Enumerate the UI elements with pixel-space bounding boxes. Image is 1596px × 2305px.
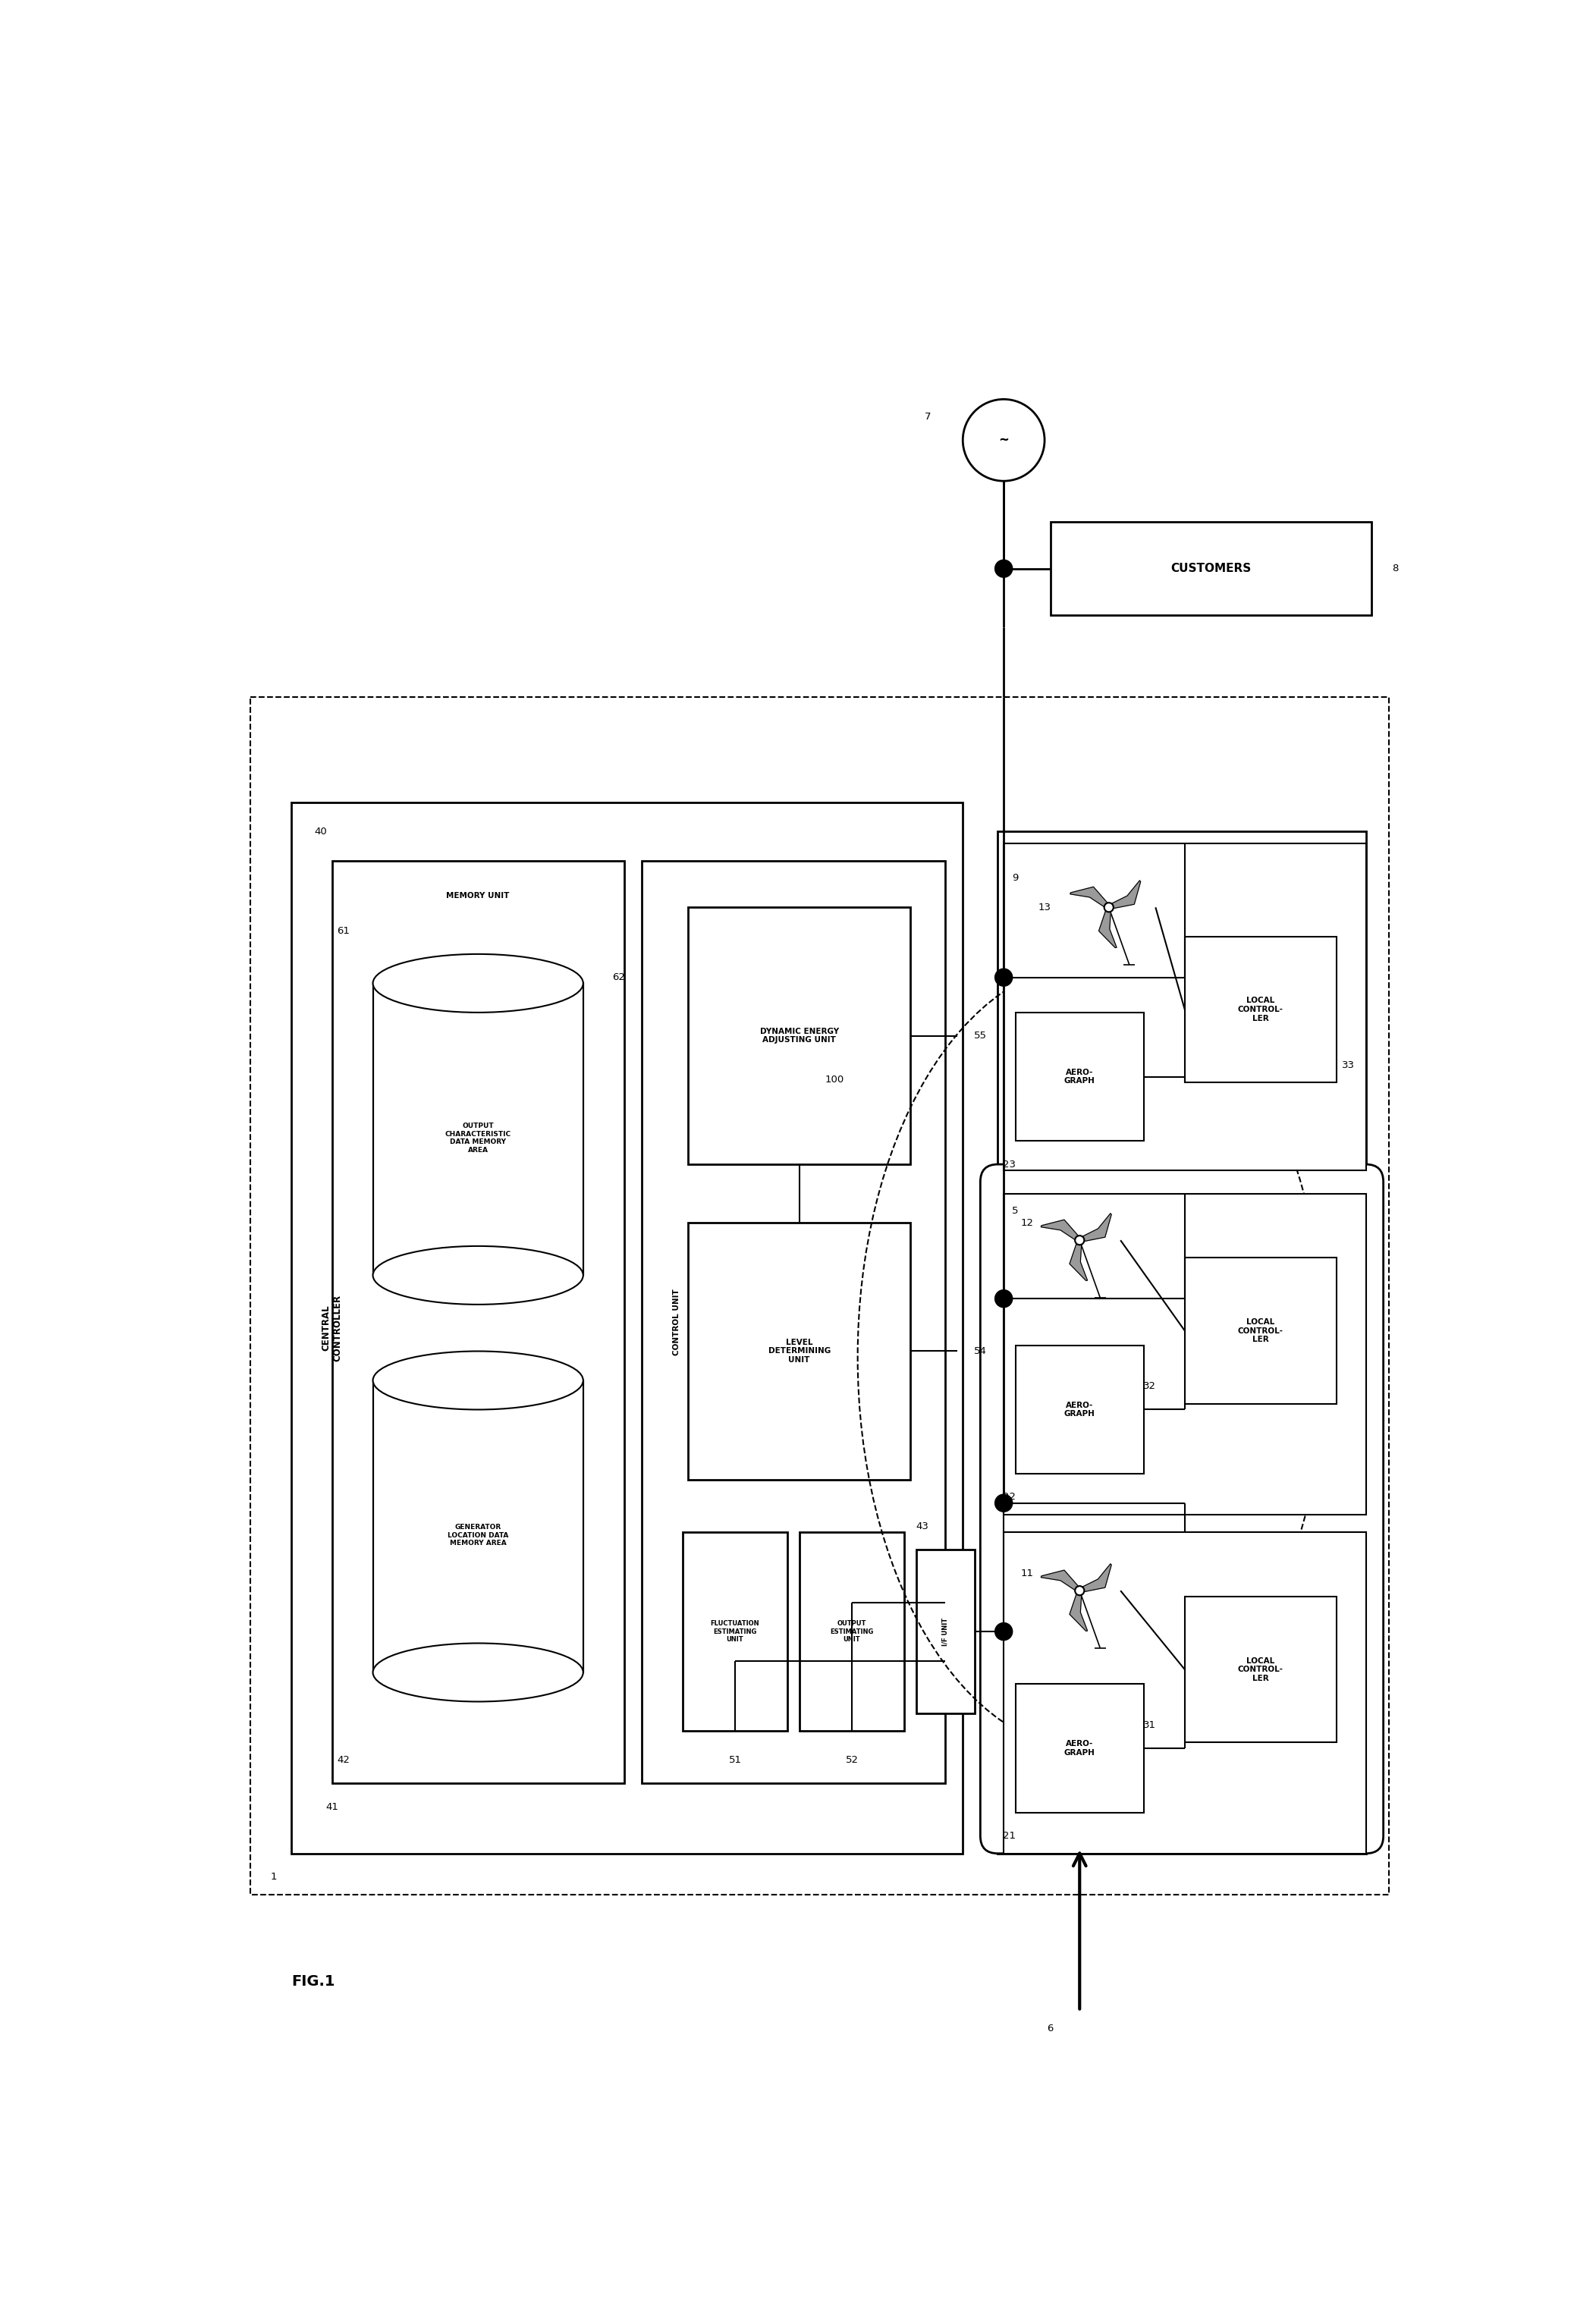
Text: 52: 52: [846, 1754, 859, 1766]
Polygon shape: [1079, 1212, 1111, 1242]
FancyBboxPatch shape: [1015, 1012, 1144, 1141]
Text: LOCAL
CONTROL-
LER: LOCAL CONTROL- LER: [1238, 1318, 1283, 1344]
FancyBboxPatch shape: [998, 832, 1366, 1853]
Text: LEVEL
DETERMINING
UNIT: LEVEL DETERMINING UNIT: [768, 1339, 830, 1365]
FancyBboxPatch shape: [800, 1533, 905, 1731]
FancyBboxPatch shape: [251, 696, 1389, 1895]
Ellipse shape: [373, 1351, 583, 1411]
FancyBboxPatch shape: [642, 860, 945, 1784]
FancyBboxPatch shape: [1004, 1533, 1366, 1853]
Polygon shape: [1069, 1590, 1087, 1632]
Text: 7: 7: [924, 413, 930, 422]
Text: I/F UNIT: I/F UNIT: [942, 1618, 948, 1646]
FancyBboxPatch shape: [1184, 936, 1336, 1083]
Text: DYNAMIC ENERGY
ADJUSTING UNIT: DYNAMIC ENERGY ADJUSTING UNIT: [760, 1028, 839, 1044]
FancyBboxPatch shape: [1015, 1346, 1144, 1473]
Circle shape: [1074, 1586, 1085, 1595]
Ellipse shape: [373, 1643, 583, 1701]
Circle shape: [1106, 904, 1112, 910]
Text: 12: 12: [1020, 1217, 1034, 1229]
Text: FLUCTUATION
ESTIMATING
UNIT: FLUCTUATION ESTIMATING UNIT: [710, 1620, 760, 1643]
Text: 54: 54: [974, 1346, 986, 1355]
FancyBboxPatch shape: [1004, 1194, 1366, 1514]
Text: OUTPUT
ESTIMATING
UNIT: OUTPUT ESTIMATING UNIT: [830, 1620, 873, 1643]
Text: 41: 41: [326, 1803, 338, 1812]
Text: 22: 22: [1002, 1491, 1017, 1503]
Polygon shape: [1079, 1563, 1111, 1593]
Text: CONTROL UNIT: CONTROL UNIT: [674, 1288, 680, 1355]
FancyBboxPatch shape: [688, 908, 910, 1164]
Text: CENTRAL
CONTROLLER: CENTRAL CONTROLLER: [321, 1295, 343, 1362]
Circle shape: [1076, 1238, 1084, 1242]
Polygon shape: [1069, 1240, 1087, 1282]
Text: AERO-
GRAPH: AERO- GRAPH: [1065, 1740, 1095, 1756]
Circle shape: [1074, 1235, 1085, 1245]
Ellipse shape: [373, 1247, 583, 1305]
FancyBboxPatch shape: [980, 1164, 1384, 1853]
Text: LOCAL
CONTROL-
LER: LOCAL CONTROL- LER: [1238, 998, 1283, 1021]
FancyBboxPatch shape: [373, 1381, 583, 1673]
Text: CUSTOMERS: CUSTOMERS: [1171, 562, 1251, 574]
FancyBboxPatch shape: [1050, 521, 1371, 615]
FancyBboxPatch shape: [290, 802, 962, 1853]
FancyBboxPatch shape: [373, 984, 583, 1275]
Text: 100: 100: [825, 1074, 844, 1086]
FancyBboxPatch shape: [1184, 1597, 1336, 1743]
Text: 62: 62: [613, 973, 626, 982]
Circle shape: [994, 1291, 1012, 1307]
Text: 11: 11: [1020, 1567, 1034, 1579]
Text: 43: 43: [916, 1521, 929, 1531]
Text: 40: 40: [314, 827, 327, 837]
Text: 9: 9: [1012, 874, 1018, 883]
FancyBboxPatch shape: [688, 1222, 910, 1480]
Text: GENERATOR
LOCATION DATA
MEMORY AREA: GENERATOR LOCATION DATA MEMORY AREA: [447, 1524, 509, 1547]
Text: 33: 33: [1342, 1060, 1355, 1070]
Text: 31: 31: [1143, 1720, 1156, 1731]
Text: 5: 5: [1012, 1206, 1018, 1217]
FancyBboxPatch shape: [332, 860, 624, 1784]
Text: MEMORY UNIT: MEMORY UNIT: [447, 892, 509, 899]
FancyBboxPatch shape: [683, 1533, 787, 1731]
FancyBboxPatch shape: [1184, 1259, 1336, 1404]
FancyBboxPatch shape: [916, 1549, 975, 1713]
Ellipse shape: [373, 954, 583, 1012]
Polygon shape: [1071, 887, 1109, 910]
Text: 6: 6: [1047, 2024, 1053, 2033]
Text: 42: 42: [337, 1754, 350, 1766]
Text: LOCAL
CONTROL-
LER: LOCAL CONTROL- LER: [1238, 1657, 1283, 1683]
Text: AERO-
GRAPH: AERO- GRAPH: [1065, 1070, 1095, 1086]
Text: 55: 55: [974, 1030, 986, 1042]
FancyBboxPatch shape: [1015, 1685, 1144, 1812]
Circle shape: [994, 1623, 1012, 1641]
Text: 21: 21: [1002, 1830, 1017, 1842]
Text: 13: 13: [1037, 904, 1052, 913]
Text: 32: 32: [1143, 1381, 1156, 1392]
Circle shape: [994, 560, 1012, 576]
Text: 8: 8: [1392, 565, 1398, 574]
Text: AERO-
GRAPH: AERO- GRAPH: [1065, 1401, 1095, 1418]
Text: FIG.1: FIG.1: [290, 1973, 335, 1989]
Text: 51: 51: [728, 1754, 742, 1766]
Text: 1: 1: [270, 1872, 276, 1881]
Circle shape: [994, 1494, 1012, 1512]
Circle shape: [1104, 904, 1114, 913]
Polygon shape: [1041, 1219, 1080, 1242]
Circle shape: [1076, 1588, 1084, 1595]
Text: 23: 23: [1002, 1159, 1017, 1169]
Circle shape: [994, 968, 1012, 987]
Polygon shape: [1108, 881, 1141, 908]
Text: ~: ~: [999, 433, 1009, 447]
Text: OUTPUT
CHARACTERISTIC
DATA MEMORY
AREA: OUTPUT CHARACTERISTIC DATA MEMORY AREA: [445, 1123, 511, 1152]
Polygon shape: [1041, 1570, 1080, 1593]
Text: 61: 61: [337, 927, 350, 936]
Polygon shape: [1098, 906, 1117, 947]
FancyBboxPatch shape: [1004, 844, 1366, 1171]
